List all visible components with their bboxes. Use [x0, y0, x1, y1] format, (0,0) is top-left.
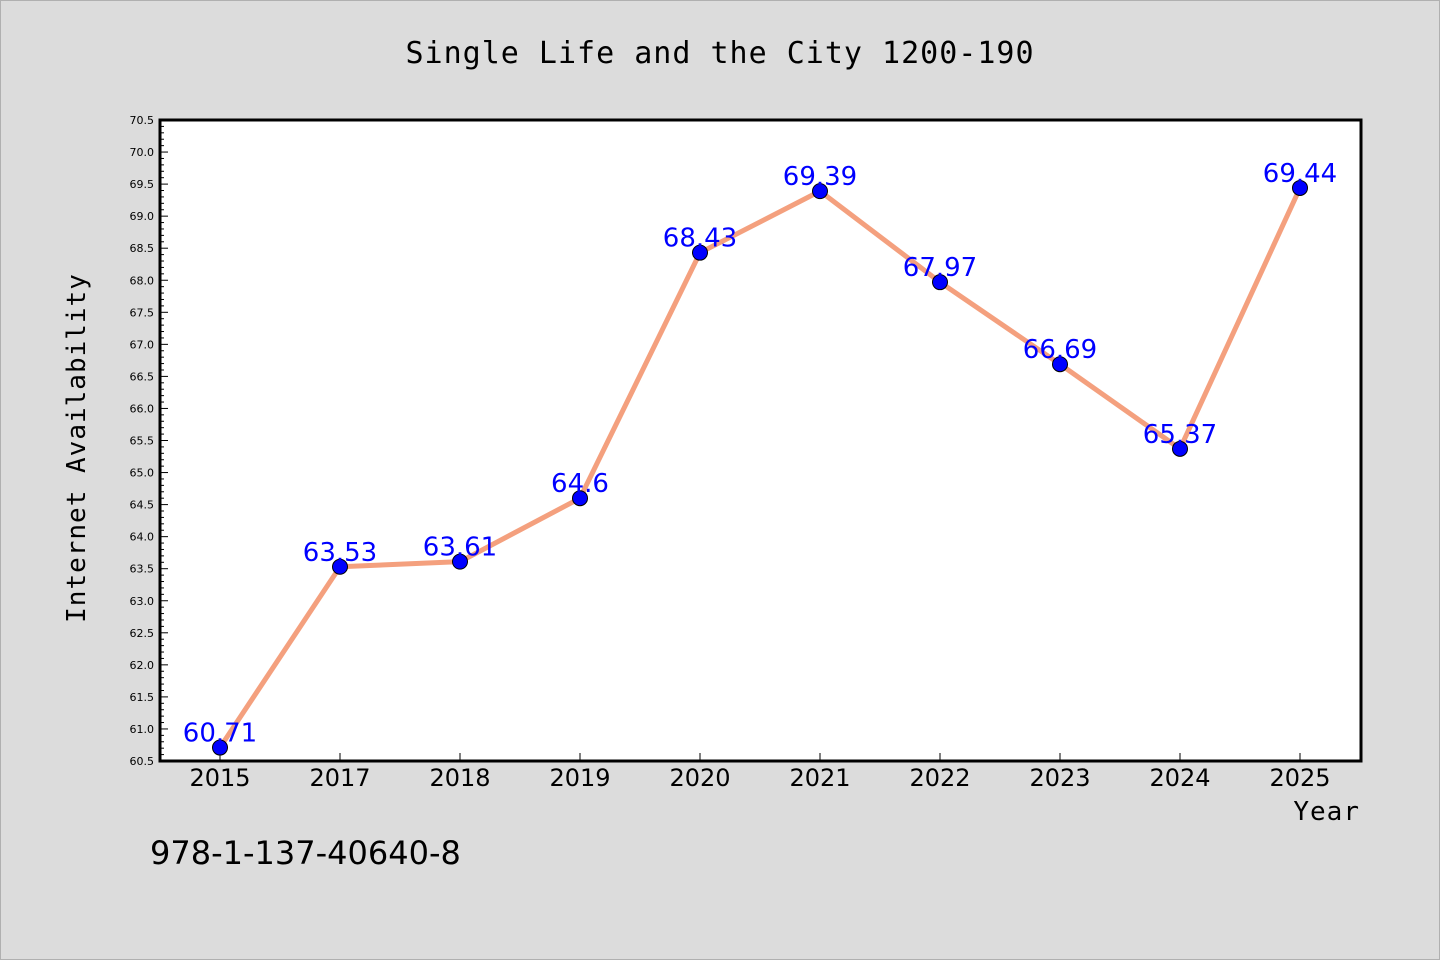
y-tick-label: 66.0 [130, 402, 155, 415]
data-label-2024: 65.37 [1143, 420, 1217, 450]
data-point-2023 [1052, 356, 1068, 373]
data-label-2018: 63.61 [423, 533, 497, 563]
y-tick-label: 68.0 [130, 274, 155, 287]
y-tick-label: 65.5 [130, 435, 155, 448]
y-axis-label: Internet Availability [62, 273, 92, 623]
x-axis: 2015 2017 2018 2019 2020 2021 2022 2023 2024 2025 [189, 753, 1331, 792]
x-axis-label: Year [1293, 797, 1360, 827]
data-point-2021 [812, 183, 828, 200]
x-tick-label: 2024 [1149, 764, 1210, 792]
y-tick-label: 67.5 [130, 306, 155, 319]
data-point-2024 [1172, 440, 1188, 457]
data-label-2021: 69.39 [783, 162, 857, 192]
x-tick-label: 2020 [669, 764, 730, 792]
y-tick-label: 69.5 [130, 178, 155, 191]
data-label-2022: 67.97 [903, 253, 977, 283]
y-tick-label: 65.0 [130, 467, 155, 480]
data-point-2018 [452, 553, 468, 570]
y-tick-label: 61.5 [130, 691, 155, 704]
y-tick-label: 66.5 [130, 370, 155, 383]
series-line-group [212, 179, 1308, 756]
x-tick-label: 2019 [549, 764, 610, 792]
y-tick-label: 63.5 [130, 563, 155, 576]
chart-title: Single Life and the City 1200-190 [405, 36, 1034, 71]
y-axis: 60.5 61.0 61.5 62.0 62.5 63.0 63.5 64.0 64.5 65.0… [130, 114, 168, 768]
y-tick-label: 70.5 [130, 114, 155, 127]
x-tick-label: 2017 [309, 764, 370, 792]
x-tick-label: 2018 [429, 764, 490, 792]
y-tick-label: 70.0 [130, 146, 155, 159]
y-tick-label: 60.5 [130, 755, 155, 768]
series-line [217, 185, 1303, 751]
y-tick-label: 69.0 [130, 210, 155, 223]
data-label-2019: 64.6 [551, 469, 609, 499]
data-point-2017 [332, 558, 348, 575]
data-label-2023: 66.69 [1023, 335, 1097, 365]
x-tick-label: 2015 [189, 764, 250, 792]
x-tick-label: 2021 [789, 764, 850, 792]
y-tick-label: 63.0 [130, 595, 155, 608]
data-label-2015: 60.71 [183, 719, 257, 749]
x-tick-label: 2023 [1029, 764, 1090, 792]
x-tick-label: 2025 [1269, 764, 1330, 792]
data-label-2025: 69.44 [1263, 159, 1337, 189]
y-tick-label: 67.0 [130, 338, 155, 351]
data-labels: 60.71 63.53 63.61 64.6 68.43 69.39 67.97 66.69 6… [183, 159, 1337, 749]
y-tick-label: 62.5 [130, 627, 155, 640]
y-tick-label: 64.5 [130, 499, 155, 512]
data-label-2017: 63.53 [303, 538, 377, 568]
y-tick-label: 62.0 [130, 659, 155, 672]
data-point-2015 [212, 739, 228, 756]
y-tick-label: 68.5 [130, 242, 155, 255]
x-tick-label: 2022 [909, 764, 970, 792]
y-tick-label: 61.0 [130, 723, 155, 736]
data-point-2019 [572, 490, 588, 507]
data-point-2020 [692, 244, 708, 261]
data-point-2022 [932, 274, 948, 291]
y-tick-label: 64.0 [130, 531, 155, 544]
isbn-footer: 978-1-137-40640-8 [150, 834, 461, 872]
data-label-2020: 68.43 [663, 224, 737, 254]
plot-area [158, 118, 1363, 763]
data-point-2025 [1292, 179, 1308, 196]
